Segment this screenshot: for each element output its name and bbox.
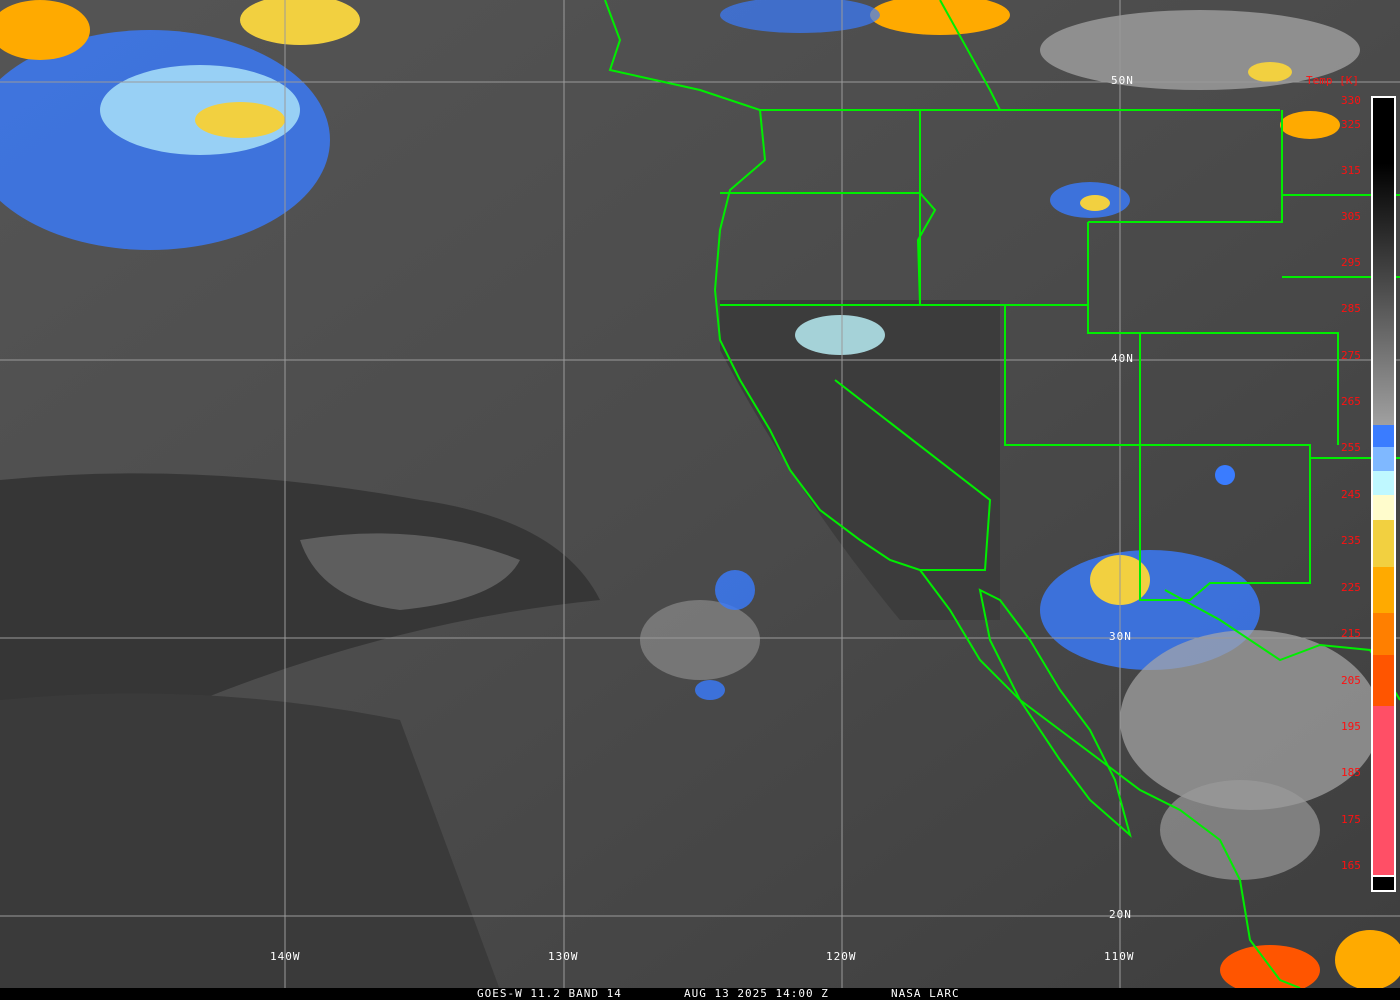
colorbar-tick-label: 285 — [1341, 302, 1361, 315]
colorbar-tick-label: 235 — [1341, 534, 1361, 547]
colorbar-tick-label: 175 — [1341, 813, 1361, 826]
colorbar-title: Temp [K] — [1306, 74, 1359, 87]
lon-label-130w: 130W — [548, 950, 579, 963]
lat-label-50n: 50N — [1111, 74, 1134, 87]
product-label: GOES-W 11.2 BAND 14 — [477, 987, 622, 1000]
colorbar-tick-label: 185 — [1341, 766, 1361, 779]
source-label: NASA LARC — [891, 987, 960, 1000]
land-region — [720, 300, 1000, 620]
lon-label-140w: 140W — [270, 950, 301, 963]
lon-label-120w: 120W — [826, 950, 857, 963]
colorbar-tick-label: 330 — [1341, 94, 1361, 107]
light-cloud — [300, 533, 520, 610]
colorbar-tick-label: 275 — [1341, 349, 1361, 362]
colorbar-tick-label: 315 — [1341, 164, 1361, 177]
colorbar-tick-label: 325 — [1341, 118, 1361, 131]
colorbar-tick-label: 165 — [1341, 859, 1361, 872]
colorbar-tick-label: 215 — [1341, 627, 1361, 640]
lat-label-30n: 30N — [1109, 630, 1132, 643]
colorbar-tick-label: 295 — [1341, 256, 1361, 269]
political-borders — [604, 0, 1400, 989]
colorbar-tick-label: 195 — [1341, 720, 1361, 733]
colorbar-tick-label: 255 — [1341, 441, 1361, 454]
colorbar-tick-label: 245 — [1341, 488, 1361, 501]
colorbar-tick-label: 305 — [1341, 210, 1361, 223]
datetime-label: AUG 13 2025 14:00 Z — [684, 987, 829, 1000]
lat-label-40n: 40N — [1111, 352, 1134, 365]
colorbar-tick-label: 265 — [1341, 395, 1361, 408]
lon-label-110w: 110W — [1104, 950, 1135, 963]
temperature-colorbar — [1371, 96, 1396, 892]
caption-bar: GOES-W 11.2 BAND 14 AUG 13 2025 14:00 Z … — [0, 988, 1400, 1000]
colorbar-tick-label: 205 — [1341, 674, 1361, 687]
lat-label-20n: 20N — [1109, 908, 1132, 921]
colorbar-tick-label: 225 — [1341, 581, 1361, 594]
